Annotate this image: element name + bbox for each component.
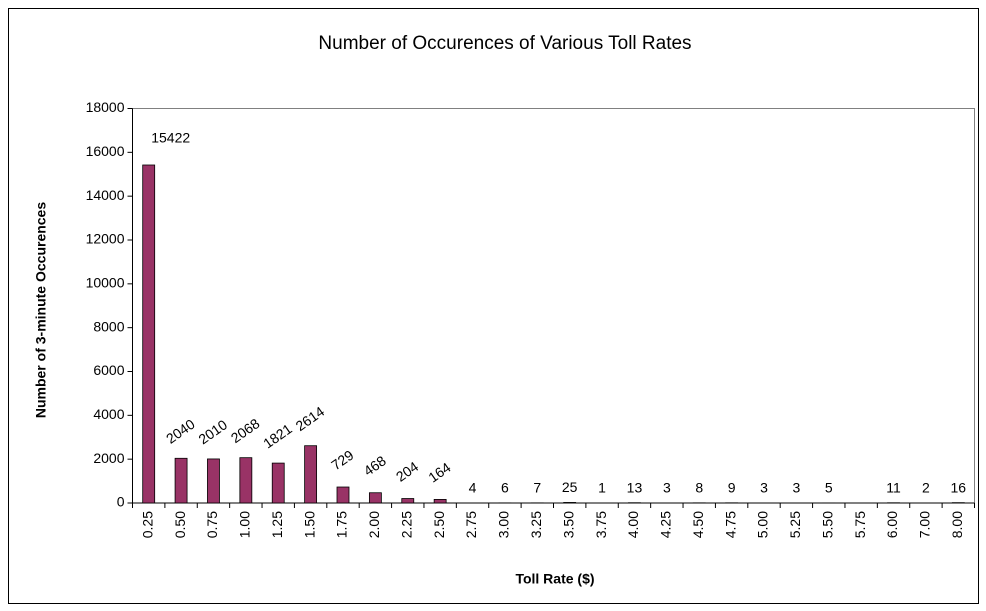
y-tick-label: 6000 [93, 362, 124, 378]
data-label: 11 [886, 479, 901, 495]
bar [336, 486, 350, 504]
data-label: 5 [825, 480, 833, 496]
data-label: 3 [792, 480, 800, 496]
x-tick-label: 5.50 [819, 511, 835, 538]
bar [239, 457, 253, 504]
x-tick-label: 3.25 [528, 511, 544, 538]
x-tick-label: 1.00 [237, 511, 253, 538]
bar [401, 498, 415, 504]
data-label: 1 [598, 480, 606, 496]
x-tick-label: 1.50 [301, 511, 317, 538]
x-tick-label: 6.00 [884, 511, 900, 538]
x-tick-label: 7.00 [917, 511, 933, 538]
data-label: 13 [627, 479, 643, 495]
data-label: 7 [533, 480, 541, 496]
y-tick-label: 10000 [86, 275, 125, 291]
x-tick-label: 5.25 [787, 511, 803, 538]
data-label: 6 [501, 480, 509, 496]
x-tick-label: 3.00 [496, 511, 512, 538]
x-tick-label: 2.50 [431, 511, 447, 538]
y-tick-label: 18000 [86, 99, 125, 115]
data-label: 9 [728, 480, 736, 496]
x-tick-label: 4.00 [625, 511, 641, 538]
bar [142, 164, 156, 504]
x-tick-label: 0.75 [204, 511, 220, 538]
data-label: 8 [695, 480, 703, 496]
data-label: 16 [951, 479, 967, 495]
x-tick-label: 2.25 [398, 511, 414, 538]
data-label: 3 [663, 480, 671, 496]
data-label: 4 [469, 480, 477, 496]
data-label: 25 [562, 479, 578, 495]
x-tick-label: 1.25 [269, 511, 285, 538]
chart-title: Number of Occurences of Various Toll Rat… [318, 33, 691, 54]
x-tick-label: 4.75 [722, 511, 738, 538]
bar [433, 499, 447, 504]
x-tick-label: 0.25 [139, 511, 155, 538]
x-tick-label: 3.75 [593, 511, 609, 538]
x-tick-label: 4.50 [690, 511, 706, 538]
x-tick-label: 5.75 [852, 511, 868, 538]
data-label: 2 [922, 480, 930, 496]
x-tick-label: 0.50 [172, 511, 188, 538]
bar [174, 457, 188, 504]
data-label: 3 [760, 480, 768, 496]
x-tick-label: 8.00 [949, 511, 965, 538]
bar [563, 502, 577, 504]
y-axis-title: Number of 3-minute Occurences [33, 202, 49, 418]
y-tick-label: 16000 [86, 143, 125, 159]
bar [271, 462, 285, 504]
x-axis-title: Toll Rate ($) [515, 571, 594, 587]
bar [304, 445, 318, 504]
data-label: 15422 [151, 130, 190, 146]
y-tick-label: 12000 [86, 231, 125, 247]
y-tick-label: 8000 [93, 318, 124, 334]
bar [207, 458, 220, 504]
y-tick-label: 2000 [93, 450, 124, 466]
x-tick-label: 3.50 [560, 511, 576, 538]
x-tick-label: 2.75 [463, 511, 479, 538]
x-tick-label: 4.25 [658, 511, 674, 538]
y-tick-label: 0 [117, 494, 125, 510]
x-tick-label: 1.75 [334, 511, 350, 538]
x-tick-label: 5.00 [755, 511, 771, 538]
y-tick-label: 4000 [93, 406, 124, 422]
bar [368, 492, 382, 504]
y-tick-label: 14000 [86, 187, 125, 203]
x-tick-label: 2.00 [366, 511, 382, 538]
plot-area [132, 108, 975, 504]
